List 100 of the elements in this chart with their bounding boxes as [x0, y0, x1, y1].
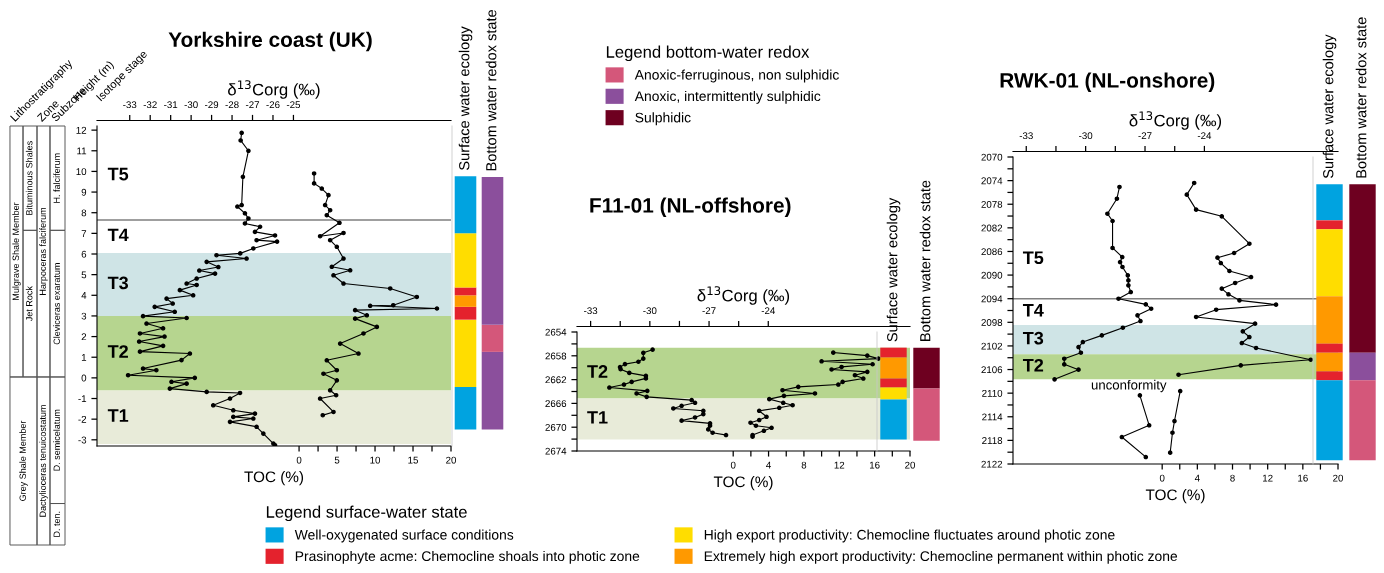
y-tick-label: 2114 — [982, 413, 1003, 421]
y-tick-label: 2110 — [982, 389, 1003, 397]
y-tick-label: 2 — [81, 333, 87, 341]
x2-tick-label: -30 — [1079, 132, 1093, 140]
y-tick-label: -1 — [78, 395, 87, 403]
x-tick-label: 20 — [446, 456, 457, 464]
legend-label: Anoxic, intermittently sulphidic — [634, 90, 821, 104]
y-tick-label: 2090 — [981, 271, 1003, 279]
x-tick-label: 10 — [370, 456, 381, 464]
y-tick-label: 5 — [81, 271, 87, 279]
band-label: T3 — [1022, 331, 1044, 345]
x2-tick-label: -25 — [286, 101, 301, 109]
text: Cleviceras exaratum — [53, 263, 60, 345]
x-tick-label: 15 — [408, 456, 419, 464]
y-tick-label: 8 — [81, 209, 87, 217]
y-tick-label: 1 — [81, 354, 87, 361]
x-tick-label: 8 — [801, 461, 807, 469]
y-tick-label: 2654 — [545, 328, 567, 336]
band-label: T1 — [587, 411, 608, 424]
y-tick-label: 2674 — [545, 447, 567, 455]
y-tick-label: 2086 — [981, 248, 1003, 256]
x-tick-label: Bottom water redox state — [485, 9, 497, 171]
legend-label: Anoxic-ferruginous, non sulphidic — [634, 69, 839, 83]
band-label: T2 — [107, 345, 128, 358]
y-tick-label: 6 — [81, 250, 87, 258]
text: Harpoceras falciferum — [39, 207, 48, 295]
x-tick-label: 16 — [1298, 474, 1308, 482]
band-label: T2 — [587, 365, 608, 378]
x2-tick-label: -30 — [643, 307, 657, 315]
y-tick-label: 2098 — [981, 319, 1003, 326]
x-tick-label: 16 — [869, 461, 880, 469]
x2-tick-label: -33 — [1019, 132, 1033, 140]
x-tick-label: 4 — [766, 461, 771, 469]
x-tick-label: 12 — [834, 461, 845, 469]
text: Mulgrave Shale Member — [12, 202, 21, 300]
legend-label: Extremely high export productivity: Chemocline permanent within photic zone — [704, 550, 1178, 564]
x-axis-title: TOC (%) — [244, 471, 304, 486]
y-tick-label: 2082 — [981, 224, 1003, 232]
annotation: T5 — [107, 167, 129, 181]
y-tick-label: -2 — [78, 415, 87, 423]
text: Jet Rock — [25, 286, 33, 322]
annotation: T4 — [107, 228, 129, 242]
x2-axis-title: δ$^{13}$Corg (‰) — [1129, 111, 1222, 130]
band-label: T1 — [107, 409, 129, 422]
x-tick-label: Bottom water redox state — [1355, 17, 1367, 178]
x2-tick-label: -27 — [702, 307, 716, 315]
x-tick-label: Bottom water redox state — [919, 180, 931, 341]
x-tick-label: 20 — [1333, 474, 1344, 482]
y-tick-label: -3 — [78, 436, 87, 444]
legend-title: Legend bottom-water redox — [606, 45, 810, 62]
y-tick-label: 2070 — [981, 153, 1003, 161]
chart-title: F11-01 (NL-offshore) — [590, 197, 791, 217]
x2-axis-title: δ$^{13}$Corg (‰) — [228, 80, 320, 99]
x2-tick-label: -24 — [1197, 132, 1212, 140]
legend-label: Prasinophyte acme: Chemocline shoals into photic zone — [295, 550, 640, 564]
x2-tick-label: -30 — [184, 101, 198, 109]
chart-title: RWK-01 (NL-onshore) — [1000, 72, 1215, 92]
x2-tick-label: -33 — [123, 101, 137, 109]
y-tick-label: 2666 — [545, 400, 567, 408]
x2-tick-label: -26 — [266, 101, 280, 109]
annotation: T4 — [1022, 303, 1044, 317]
x2-axis-title: δ$^{13}$Corg (‰) — [697, 286, 790, 305]
y-tick-label: 11 — [77, 147, 87, 155]
x2-tick-label: -33 — [584, 307, 598, 315]
x2-tick-label: -27 — [1138, 132, 1152, 140]
y-tick-label: 2658 — [545, 352, 567, 360]
band-label: T2 — [1022, 358, 1044, 372]
x-tick-label: 0 — [730, 461, 736, 469]
x-tick-label: Surface water ecology — [1322, 34, 1337, 179]
x2-tick-label: -32 — [143, 101, 157, 109]
x2-tick-label: -29 — [205, 101, 219, 109]
x-tick-label: 0 — [1159, 474, 1165, 482]
x-tick-label: 12 — [1263, 474, 1273, 482]
text: D. ten. — [53, 511, 60, 537]
y-tick-label: 7 — [81, 230, 87, 237]
x2-tick-label: -27 — [245, 101, 260, 109]
annotation: T5 — [1022, 251, 1044, 265]
y-tick-label: 2078 — [981, 200, 1003, 208]
y-tick-label: 12 — [76, 126, 87, 134]
text: D. semicelatum — [53, 409, 60, 471]
y-tick-label: 2118 — [982, 437, 1003, 444]
x-tick-label: Surface water ecology — [886, 197, 901, 342]
y-tick-label: 2670 — [545, 423, 567, 431]
x-tick-label: 0 — [296, 456, 302, 464]
legend-title: Legend surface-water state — [266, 505, 467, 522]
y-tick-label: 0 — [81, 374, 87, 382]
x-tick-label: 8 — [1230, 474, 1235, 482]
x-axis-title: TOC (%) — [713, 476, 773, 491]
y-tick-label: 2102 — [981, 342, 1003, 350]
x2-tick-label: -24 — [761, 307, 776, 315]
x2-tick-label: -31 — [164, 101, 178, 109]
y-tick-label: 2662 — [545, 376, 567, 384]
y-tick-label: 2094 — [981, 295, 1003, 303]
legend-label: Well-oxygenated surface conditions — [294, 529, 514, 543]
legend-label: High export productivity: Chemocline fluctuates around photic zone — [704, 529, 1115, 543]
text: Bituminous Shales — [25, 141, 33, 215]
chart-title: Yorkshire coast (UK) — [168, 31, 372, 52]
legend-label: Sulphidic — [635, 112, 691, 126]
x2-tick-label: -28 — [225, 101, 239, 109]
x-tick-label: 4 — [1194, 474, 1200, 482]
